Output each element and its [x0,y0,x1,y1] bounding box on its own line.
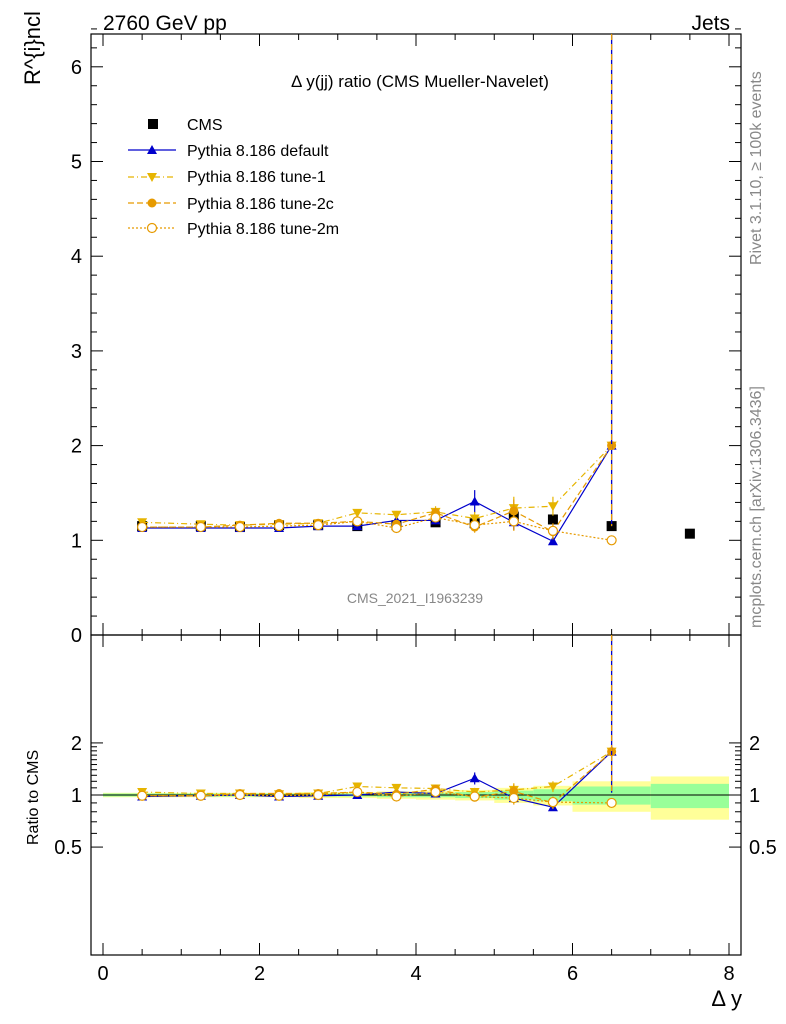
ratio-axis-label: Ratio to CMS [25,750,42,845]
analysis-id: CMS_2021_I1963239 [347,590,483,606]
default-line [142,445,613,543]
x-tick-label: 2 [254,963,265,985]
tune-2c-ratio-line [142,751,613,804]
cms-data-point [547,514,558,525]
tune-2m-marker [547,525,559,536]
legend-label-default: Pythia 8.186 default [187,143,329,160]
tune-2m-marker [391,522,402,534]
tune-2m-ratio-marker [352,786,363,798]
legend-item-tune-2c: Pythia 8.186 tune-2c [128,196,334,213]
y-tick-label: 4 [71,246,82,268]
tune-2m-ratio-marker [195,790,206,801]
mcplots-label: mcplots.cern.ch [arXiv:1306.3436] [748,386,765,628]
x-axis-label: Δ y [711,986,742,1011]
y-tick-label: 3 [71,341,82,363]
tune-2m-ratio-marker [606,797,617,809]
ratio-tick-label: 0.5 [54,837,82,859]
y-tick-label: 6 [71,57,82,79]
y-tick-label: 2 [71,436,82,458]
y-axis-label: R^{i}ncl [20,11,45,85]
tune-2m-ratio-marker [273,790,285,801]
tune-2m-marker [234,521,246,533]
tune-2m-ratio-marker [547,796,559,808]
main-plot-area [137,34,695,546]
default-marker [547,536,558,546]
legend-item-tune-1: Pythia 8.186 tune-1 [128,169,326,186]
tune-2m-line [142,516,612,541]
tune-1-ratio-marker [547,782,558,792]
tune-2m-marker [469,520,480,531]
tune-1-marker [352,508,363,518]
tune-2m-ratio-marker [508,792,519,804]
tune-2m-ratio-marker [234,789,246,801]
legend-label-tune-1: Pythia 8.186 tune-1 [187,169,326,186]
legend-item-default: Pythia 8.186 default [128,143,329,160]
tune-2m-marker [313,520,324,531]
process-label: Jets [691,12,730,35]
ratio-tick-label: 2 [749,733,760,755]
default-ratio-marker [469,773,480,783]
tune-1-marker [391,510,402,520]
tune-2m-marker [195,521,206,533]
y-tick-label: 0 [71,625,82,647]
tune-2m-marker [430,512,441,523]
tune-1-ratio-marker [391,783,402,793]
tune-2m-ratio-marker [313,789,324,801]
stat-uncertainty-band [572,786,651,805]
ratio-tick-label: 1 [749,785,760,807]
tune-1-marker [469,514,480,524]
legend-label-tune-2m: Pythia 8.186 tune-2m [187,221,339,238]
tune-2m-marker [137,521,148,533]
legend-label-cms: CMS [187,117,223,134]
legend: CMS Pythia 8.186 default Pythia 8.186 tu… [128,117,339,238]
cms-data-point [684,528,695,539]
ratio-tick-label: 1 [71,785,82,807]
x-tick-label: 6 [567,963,578,985]
stat-uncertainty-band [650,783,729,809]
rivet-label: Rivet 3.1.10, ≥ 100k events [748,71,765,265]
tune-2m-ratio-marker [137,790,148,801]
x-tick-label: 4 [410,963,421,985]
y-tick-label: 5 [71,152,82,174]
tune-2m-ratio-marker [430,786,441,798]
tune-2c-line [142,445,613,533]
tune-2c-marker [509,506,519,516]
ratio-plot-area [137,635,617,812]
ratio-tick-label: 2 [71,733,82,755]
x-tick-label: 0 [97,963,108,985]
legend-item-tune-2m: Pythia 8.186 tune-2m [128,221,339,238]
tune-1-marker [547,502,558,512]
tune-1-line [142,445,613,526]
beam-label: 2760 GeV pp [103,12,227,35]
y-tick-label: 1 [71,530,82,552]
legend-item-cms: CMS [148,117,223,134]
tune-2m-marker [508,516,519,527]
default-marker [469,496,480,506]
tune-2m-marker [273,520,285,532]
legend-label-tune-2c: Pythia 8.186 tune-2c [187,196,334,213]
tune-2m-ratio-marker [469,791,480,802]
plot-title: Δ y(jj) ratio (CMS Mueller-Navelet) [291,72,549,91]
ratio-tick-label: 0.5 [749,837,777,859]
tune-2m-marker [606,535,617,546]
tune-2m-marker [352,516,363,527]
x-tick-label: 8 [723,963,734,985]
tune-2m-ratio-marker [391,791,402,802]
